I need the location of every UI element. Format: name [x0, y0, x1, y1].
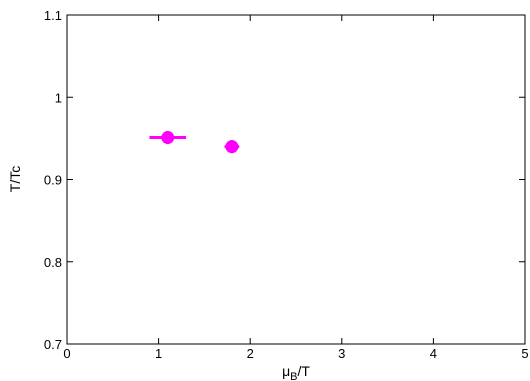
plot-frame	[66, 14, 526, 345]
tick-labels: 0 1 2 3 4 5 0.7 0.8 0.9 1 1.1	[44, 8, 529, 361]
x-tick-label: 4	[430, 346, 437, 361]
data-point	[161, 131, 175, 145]
x-axis-label: μB/T	[282, 363, 310, 381]
x-axis-label-tail: /T	[297, 363, 310, 379]
y-tick-label: 0.7	[44, 337, 62, 352]
x-tick-label: 5	[521, 346, 528, 361]
y-tick-label: 0.8	[44, 255, 62, 270]
x-tick-label: 1	[155, 346, 162, 361]
x-axis-label-mu: μ	[282, 363, 290, 379]
x-axis-label-subscript: B	[290, 371, 297, 381]
y-tick-label: 0.9	[44, 173, 62, 188]
x-tick-label: 0	[63, 346, 70, 361]
y-tick-label: 1	[55, 90, 62, 105]
ticks	[66, 14, 526, 345]
data-point	[225, 140, 239, 154]
x-tick-label: 2	[247, 346, 254, 361]
y-tick-label: 1.1	[44, 8, 62, 23]
data-points	[149, 130, 240, 154]
x-tick-label: 3	[338, 346, 345, 361]
y-axis-label: T/Tc	[7, 166, 23, 192]
